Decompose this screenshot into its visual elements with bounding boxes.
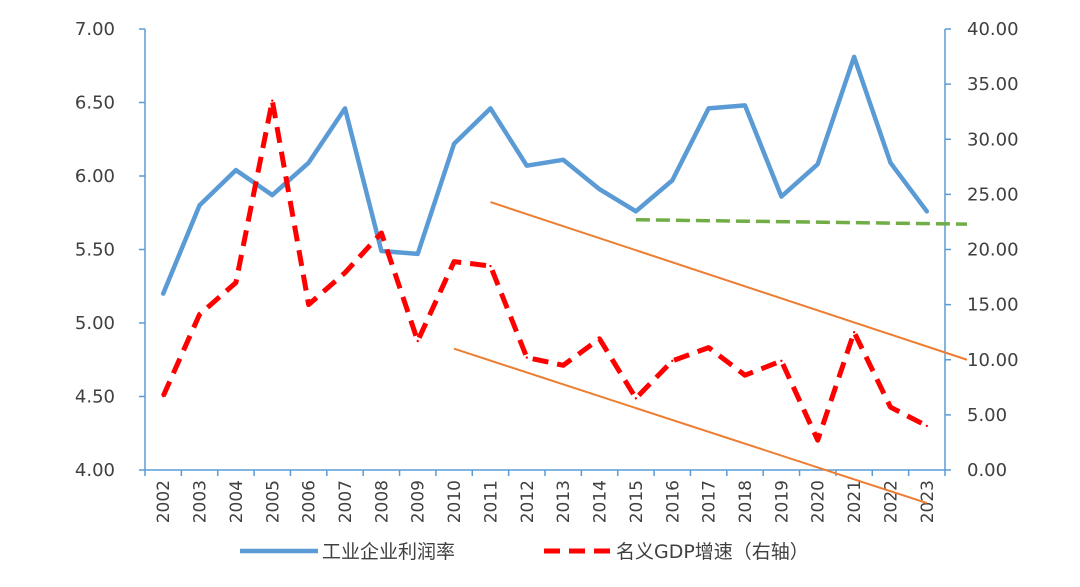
left-axis-tick-label: 4.00 (75, 460, 115, 481)
x-axis-tick-label: 2007 (336, 480, 356, 523)
profit-margin-point-2003 (198, 204, 201, 207)
x-axis-tick-label: 2010 (445, 480, 465, 523)
gdp-growth-point-2015 (634, 397, 638, 400)
gdp-growth-point-2003 (198, 313, 201, 316)
x-axis-tick-label: 2006 (300, 480, 320, 523)
x-axis-tick-label: 2021 (845, 480, 865, 523)
profit-margin-point-2015 (634, 210, 638, 213)
left-axis-tick-label: 5.00 (75, 313, 115, 334)
right-axis-tick-label: 30.00 (967, 129, 1019, 150)
orange-trendline (490, 201, 968, 361)
gdp-growth-point-2021 (852, 330, 856, 334)
x-axis-tick-label: 2005 (263, 480, 283, 523)
profit-margin-point-2006 (307, 161, 310, 164)
gdp-growth-point-2011 (489, 264, 492, 268)
x-axis-tick-label: 2022 (881, 480, 901, 523)
gdp-growth-point-2019 (780, 359, 783, 363)
chart-series (160, 54, 930, 443)
profit-margin-point-2005 (271, 193, 274, 197)
profit-margin-point-2002 (161, 292, 165, 295)
gdp-growth-point-2022 (889, 405, 892, 409)
left-axis-tick-label: 6.00 (75, 166, 115, 187)
gdp-growth-point-2012 (525, 356, 529, 359)
gdp-growth-point-2016 (671, 359, 674, 363)
gdp-growth-point-2007 (343, 271, 347, 274)
trendlines (453, 201, 968, 505)
profit-margin-point-2007 (343, 107, 347, 110)
legend-label-profit-margin: 工业企业利润率 (322, 541, 455, 563)
profit-margin-point-2011 (489, 107, 492, 110)
x-axis-tick-label: 2012 (518, 480, 538, 523)
right-axis-tick-label: 25.00 (967, 184, 1019, 205)
profit-margin-point-2014 (598, 188, 601, 191)
x-axis-tick-label: 2014 (591, 480, 611, 523)
legend-label-gdp-growth: 名义GDP增速（右轴） (616, 541, 809, 563)
orange-trendline (453, 347, 928, 505)
x-axis-tick-label: 2016 (663, 480, 683, 523)
x-axis-tick-label: 2018 (736, 480, 756, 523)
x-axis-tick-label: 2015 (627, 480, 647, 523)
right-axis-tick-label: 40.00 (967, 19, 1019, 40)
profit-margin-point-2019 (780, 195, 783, 198)
x-axis-tick-label: 2003 (191, 480, 211, 523)
profit-margin-point-2020 (816, 163, 819, 166)
x-axis-tick-label: 2011 (481, 480, 501, 523)
right-axis-tick-label: 10.00 (967, 350, 1019, 371)
profit-margin-point-2004 (234, 168, 238, 172)
profit-margin-point-2010 (452, 142, 456, 145)
right-axis-tick-label: 35.00 (967, 74, 1019, 95)
chart-axes: 4.00 4.50 5.00 5.50 6.00 6.50 7.00 0.00 5.00 10.0… (75, 19, 1019, 523)
right-axis-tick-label: 20.00 (967, 240, 1019, 261)
profit-margin-point-2008 (380, 249, 383, 253)
x-axis-tick-label: 2019 (772, 480, 792, 523)
profit-margin-point-2012 (525, 164, 529, 167)
gdp-growth-point-2017 (707, 346, 710, 349)
gdp-growth-point-2018 (743, 373, 747, 377)
profit-margin-point-2016 (671, 179, 674, 182)
profit-margin-point-2023 (925, 210, 929, 213)
gdp-growth-point-2023 (925, 424, 929, 428)
gdp-growth-point-2004 (234, 281, 238, 284)
x-axis-tick-label: 2008 (372, 480, 392, 523)
x-axis-tick-label: 2017 (700, 480, 720, 523)
x-axis-tick-label: 2002 (154, 480, 174, 523)
green-dashed-trendline (635, 217, 968, 226)
gdp-growth-point-2013 (561, 364, 565, 367)
profit-margin-point-2018 (743, 104, 747, 107)
x-axis-tick-label: 2004 (227, 480, 247, 523)
gdp-growth-point-2010 (452, 260, 456, 263)
right-axis-tick-label: 0.00 (967, 460, 1007, 481)
profit-margin-point-2022 (889, 161, 892, 164)
profit-margin-series-line (160, 54, 930, 296)
gdp-growth-point-2020 (816, 439, 819, 442)
x-axis-tick-label: 2013 (554, 480, 574, 523)
left-axis-tick-label: 5.50 (75, 240, 115, 261)
profit-margin-point-2017 (707, 107, 710, 110)
x-axis-tick-label: 2009 (409, 480, 429, 523)
gdp-growth-point-2009 (416, 339, 419, 343)
gdp-growth-point-2006 (307, 303, 310, 306)
gdp-growth-point-2005 (271, 99, 274, 102)
gdp-growth-series-line (160, 98, 928, 443)
right-axis-tick-label: 5.00 (967, 405, 1007, 426)
right-axis-tick-label: 15.00 (967, 295, 1019, 316)
x-axis-tick-label: 2023 (918, 480, 938, 523)
profit-margin-point-2009 (416, 252, 419, 256)
gdp-growth-point-2014 (598, 337, 601, 341)
left-axis-tick-label: 7.00 (75, 19, 115, 40)
left-axis-tick-label: 4.50 (75, 387, 115, 408)
profit-margin-point-2013 (561, 158, 565, 162)
gdp-growth-point-2008 (380, 231, 383, 235)
x-axis-tick-label: 2020 (809, 480, 829, 523)
chart-legend: 工业企业利润率 名义GDP增速（右轴） (240, 541, 809, 563)
gdp-growth-point-2002 (161, 394, 165, 398)
left-axis-tick-label: 6.50 (75, 93, 115, 114)
profit-margin-point-2021 (852, 55, 856, 59)
